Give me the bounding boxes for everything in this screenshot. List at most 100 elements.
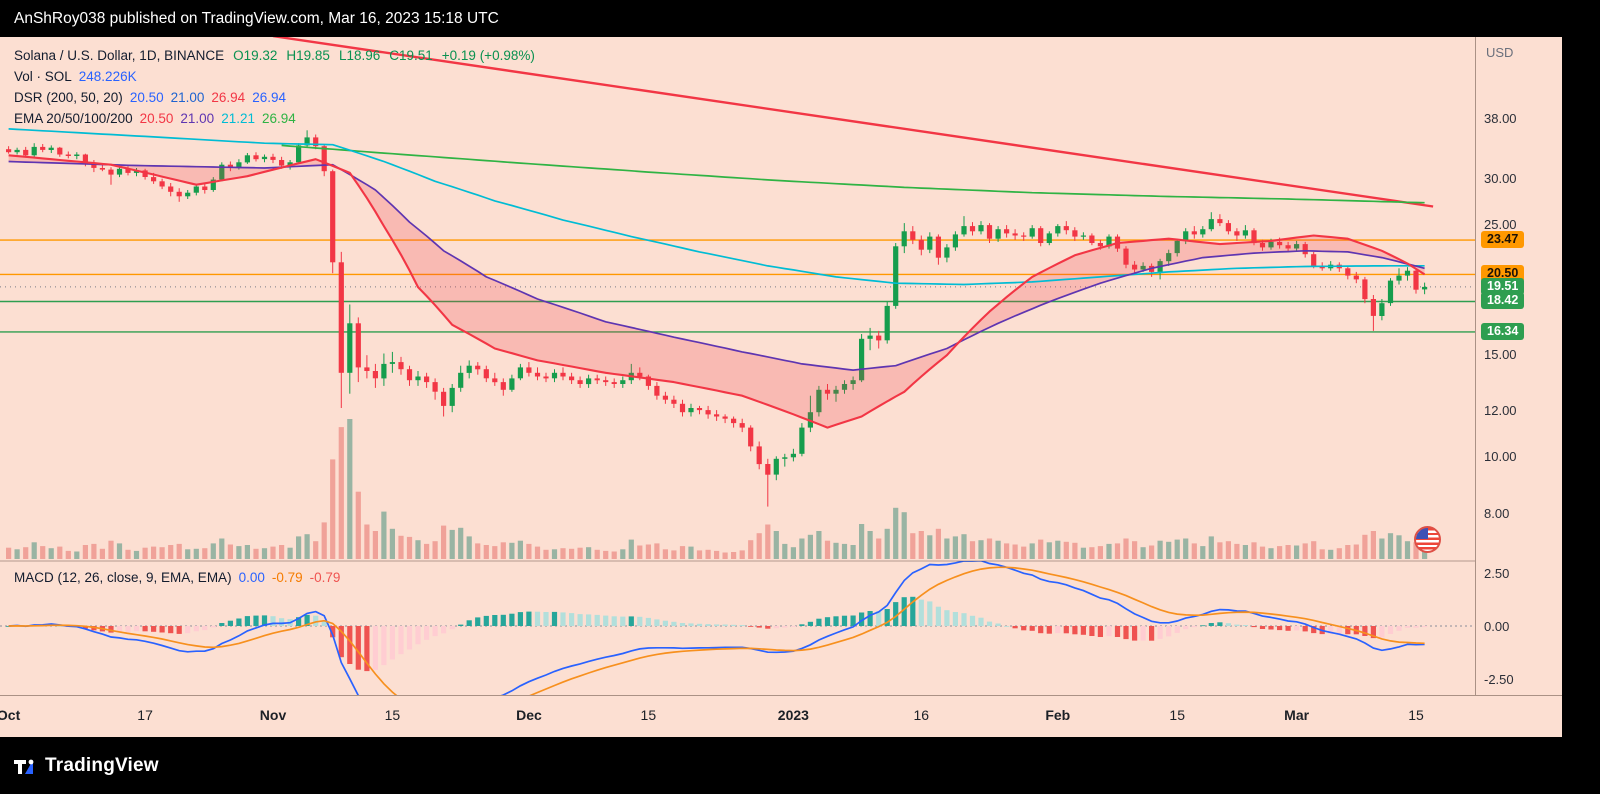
volume-bar [142,547,148,559]
time-axis-label: 15 [384,707,401,723]
macd-axis-label: 0.00 [1484,619,1510,634]
macd-hist-bar [304,614,310,626]
volume-bar [415,540,421,559]
volume-bar [986,538,993,559]
candle-body [355,323,361,368]
macd-axis-label: 2.50 [1484,566,1510,581]
candle-body [714,414,720,417]
volume-bar [116,543,123,559]
volume-bar [287,547,293,559]
candle-body [65,154,71,156]
time-axis[interactable]: Oct 17 Nov 15 Dec 15 2023 16 Feb 15 Mar 15 [0,695,1562,738]
ema-legend-row[interactable]: EMA 20/50/100/200 20.50 21.00 21.21 26.94 [14,108,537,129]
macd-hist-bar [1063,626,1069,634]
candle-body [424,376,430,383]
tradingview-wordmark[interactable]: TradingView [45,754,159,776]
macd-hist-bar [620,616,626,626]
tradingview-logo-icon[interactable] [12,754,36,778]
symbol-legend-row[interactable]: Solana / U.S. Dollar, 1D, BINANCE O19.32… [14,45,537,66]
candle-body [833,389,839,394]
macd-hist-bar [645,617,651,626]
candle-body [1097,243,1103,247]
volume-bar [1379,538,1385,559]
candle-body [449,387,455,406]
candle-body [176,191,182,197]
macd-hist-bar [1345,626,1351,635]
candle-body [560,372,566,377]
volume-bar [219,538,225,559]
candle-body [1080,235,1086,237]
volume-label: Vol · SOL [14,69,72,84]
ema20-line [8,154,1426,429]
legend-value: 20.50 [129,90,164,105]
dsr-legend-row[interactable]: DSR (200, 50, 20) 20.50 21.00 26.94 26.94 [14,87,537,108]
footer-bar: TradingView [0,737,1600,794]
candle-body [1174,240,1180,254]
macd-hist-bar [628,616,634,626]
volume-bar [594,549,600,559]
macd-hist-bar [193,626,199,632]
candle-body [1021,235,1027,237]
ema-values: 20.50 21.00 21.21 26.94 [140,111,296,126]
macd-hist-bar [57,625,63,627]
candle-body [782,457,788,459]
macd-hist-bar [995,623,1001,626]
candle-body [82,154,88,164]
price-axis-label: 8.00 [1484,505,1510,521]
chart-plot[interactable]: Solana / U.S. Dollar, 1D, BINANCE O19.32… [0,37,1475,695]
macd-line [8,561,1425,695]
macd-hist-bar [279,618,285,626]
volume-bar [1038,539,1044,559]
macd-hist-bar [424,626,430,640]
volume-bar [1345,545,1351,559]
macd-legend-row[interactable]: MACD (12, 26, close, 9, EMA, EMA) 0.00 -0… [14,567,340,588]
candle-body [1379,303,1385,316]
macd-hist-bar [910,596,916,626]
chart-canvas[interactable] [0,37,1475,695]
macd-hist-bar [458,624,464,626]
volume-bar [1004,543,1010,559]
price-axis-badge: 23.47 [1481,231,1525,249]
volume-bar [807,534,813,559]
candle-body [381,363,387,379]
macd-hist-bar [952,612,958,626]
macd-hist-bar [1038,626,1044,634]
candle-body [935,236,941,258]
volume-bar [773,531,779,559]
volume-bar [876,538,882,559]
candle-body [1063,226,1069,231]
candle-body [270,156,276,160]
macd-values: 0.00 -0.79 -0.79 [239,570,341,585]
volume-bar [1336,548,1342,559]
volume-bar [1328,549,1334,559]
volume-bar [1157,540,1163,559]
price-axis[interactable]: USD 38.00 30.00 25.00 15.00 12.00 10.00 8.00 23… [1475,37,1562,695]
macd-hist-bar [1370,626,1376,639]
volume-bar [1149,545,1155,559]
time-axis-label: 15 [1169,707,1185,723]
price-axis-badge: 18.42 [1481,292,1525,310]
volume-bar [833,542,839,559]
volume-bar [151,546,157,559]
volume-bar [850,545,856,559]
macd-hist-bar [1277,626,1283,631]
volume-bar [645,544,651,559]
volume-bar [1132,541,1138,559]
candle-body [765,464,771,475]
candle-body [185,192,191,197]
macd-hist-bar [662,620,668,626]
volume-bar [739,550,745,559]
volume-legend-row[interactable]: Vol · SOL 248.226K [14,66,537,87]
volume-bar [620,549,626,559]
volume-bar [168,545,174,559]
candle-body [927,236,933,250]
macd-hist-bar [1132,626,1138,641]
macd-hist-bar [1413,626,1419,628]
volume-bar [364,524,370,559]
volume-bar [244,545,250,559]
candle-body [773,458,779,475]
macd-hist-bar [1004,626,1010,627]
volume-bar [185,549,191,559]
volume-bar [696,550,703,559]
candle-body [1183,231,1189,241]
